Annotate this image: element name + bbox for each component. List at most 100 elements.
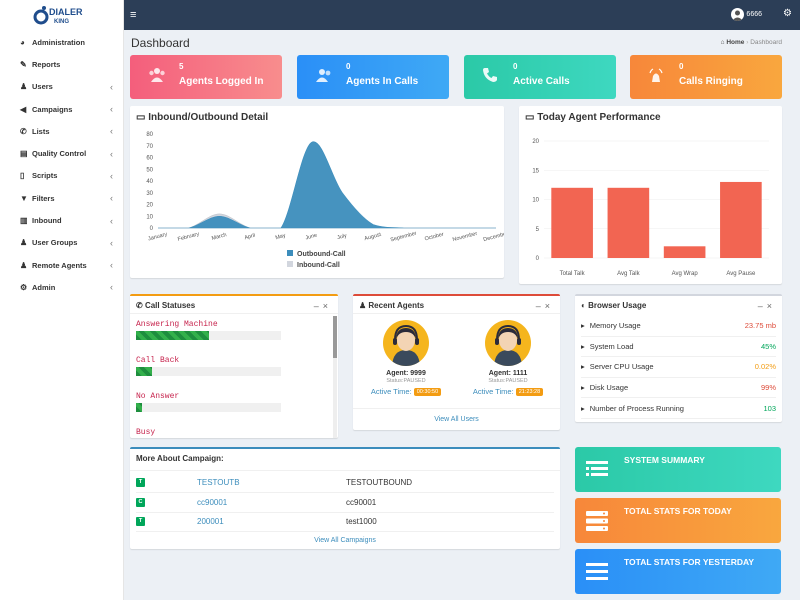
- collapse-icon[interactable]: –: [313, 301, 323, 311]
- collapse-icon[interactable]: –: [535, 301, 545, 311]
- browser-usage-row[interactable]: ▸ Number of Process Running 103: [581, 398, 776, 419]
- sidebar-item-scripts[interactable]: ▯ Scripts ‹: [0, 165, 123, 187]
- browser-usage-title: ◐ Browser Usage: [581, 301, 647, 310]
- settings-cogs-icon[interactable]: ⚙: [783, 8, 792, 19]
- chevron-left-icon: ‹: [110, 193, 113, 204]
- agent-card[interactable]: Agent: 9999 Status:PAUSED Active Time: 0…: [356, 320, 456, 397]
- sidebar-item-reports[interactable]: ✎ Reports: [0, 53, 123, 75]
- legend-swatch: [287, 261, 293, 267]
- sidebar-item-label: Quality Control: [32, 149, 87, 159]
- tile-calls-ringing[interactable]: 0 Calls Ringing: [630, 55, 782, 99]
- sidebar-item-remote-agents[interactable]: ♟ Remote Agents ‹: [0, 254, 123, 276]
- chevron-left-icon: ‹: [110, 104, 113, 115]
- sidebar-item-campaigns[interactable]: ◀ Campaigns ‹: [0, 98, 123, 120]
- close-icon[interactable]: ×: [766, 301, 776, 311]
- campaign-title: More About Campaign:: [136, 454, 224, 463]
- sidebar-item-admin[interactable]: ⚙ Admin ‹: [0, 276, 123, 298]
- user-icon: ♟: [20, 82, 28, 92]
- stats-yesterday-tile[interactable]: TOTAL STATS FOR YESTERDAY: [575, 549, 781, 594]
- chevron-left-icon: ‹: [110, 170, 113, 181]
- collapse-icon[interactable]: –: [757, 301, 767, 311]
- legend-label: Inbound-Call: [297, 262, 340, 269]
- sidebar-item-users[interactable]: ♟ Users ‹: [0, 76, 123, 98]
- outbound-call-area: [158, 141, 496, 229]
- bars-icon: [585, 561, 609, 583]
- inbound-outbound-box: ▭ Inbound/Outbound Detail 0 10 20 30 40 50 60 7…: [130, 106, 504, 278]
- breadcrumb-home[interactable]: Home: [726, 39, 745, 46]
- campaign-link[interactable]: cc90001: [197, 497, 228, 507]
- tile-value: 0: [679, 62, 684, 71]
- system-summary-tile[interactable]: SYSTEM SUMMARY: [575, 447, 781, 492]
- box-tools: –×: [314, 301, 332, 311]
- campaign-tag: T: [136, 517, 145, 526]
- sidebar-item-label: Inbound: [32, 216, 62, 226]
- agent-performance-box: ▭ Today Agent Performance 0 5 10 15 20 Total …: [519, 106, 782, 284]
- agent-avatar-icon: [485, 320, 531, 366]
- campaign-name: TESTOUTBOUND: [346, 478, 413, 487]
- summary-label: TOTAL STATS FOR YESTERDAY: [624, 557, 755, 567]
- ringing-phone-icon: [648, 67, 664, 88]
- sidebar-item-label: Campaigns: [32, 104, 73, 114]
- campaign-tag: C: [136, 497, 145, 507]
- tile-agents-in-calls[interactable]: 0 Agents In Calls: [297, 55, 449, 99]
- call-status-item: Busy: [136, 428, 155, 437]
- home-icon: ⌂: [720, 39, 725, 46]
- sidebar-item-quality-control[interactable]: ▤ Quality Control ‹: [0, 142, 123, 164]
- agent-name: Agent: 9999: [386, 370, 426, 377]
- user-avatar[interactable]: [731, 8, 744, 21]
- user-icon: ♟: [359, 301, 367, 310]
- sidebar-item-filters[interactable]: ▼ Filters ‹: [0, 187, 123, 209]
- stats-today-tile[interactable]: TOTAL STATS FOR TODAY: [575, 498, 781, 543]
- sidebar-item-administration[interactable]: ◕ Administration: [0, 31, 123, 53]
- browser-usage-row[interactable]: ▸ Memory Usage 23.75 mb: [581, 316, 776, 337]
- call-status-progress: [136, 367, 281, 376]
- x-tick-label: August: [364, 232, 383, 242]
- y-tick-label: 60: [146, 156, 153, 162]
- tile-label: Calls Ringing: [679, 76, 743, 87]
- globe-icon: ◐: [581, 301, 586, 310]
- browser-usage-row[interactable]: ▸ Disk Usage 99%: [581, 378, 776, 399]
- list-icon: ▤: [20, 149, 28, 159]
- tile-label: Agents In Calls: [346, 76, 419, 87]
- tile-label: Agents Logged In: [179, 76, 264, 87]
- breadcrumb-current: Dashboard: [750, 39, 782, 46]
- sidebar-item-inbound[interactable]: ▥ Inbound ‹: [0, 209, 123, 231]
- phone-icon: [482, 67, 498, 88]
- close-icon[interactable]: ×: [322, 301, 332, 311]
- x-tick-label: Avg Wrap: [672, 271, 699, 277]
- sidebar-item-lists[interactable]: ✆ Lists ‹: [0, 120, 123, 142]
- sidebar-item-user-groups[interactable]: ♟ User Groups ‹: [0, 232, 123, 254]
- topbar-username[interactable]: 6666: [746, 11, 762, 18]
- cog-icon: ⚙: [20, 282, 28, 292]
- menu-toggle-icon[interactable]: ≡: [130, 9, 137, 21]
- call-status-label: Busy: [136, 428, 156, 437]
- brand-logo[interactable]: DIALER KING: [0, 0, 123, 30]
- view-all-users-link[interactable]: View All Users: [434, 416, 479, 423]
- call-status-progress: [136, 403, 281, 412]
- tile-active-calls[interactable]: 0 Active Calls: [464, 55, 616, 99]
- x-tick-label: March: [211, 232, 227, 242]
- x-tick-label: February: [177, 231, 200, 243]
- caret-right-icon: ▸: [581, 362, 585, 372]
- sidebar-item-label: User Groups: [32, 238, 78, 248]
- agent-card[interactable]: Agent: 1111 Status:PAUSED Active Time: 2…: [458, 320, 558, 397]
- tile-agents-logged-in[interactable]: 5 Agents Logged In: [130, 55, 282, 99]
- svg-text:DIALER: DIALER: [49, 7, 83, 17]
- scrollbar[interactable]: [333, 316, 337, 438]
- chevron-left-icon: ‹: [110, 126, 113, 137]
- sidebar-item-label: Admin: [32, 282, 56, 292]
- bullhorn-icon: ◀: [20, 104, 27, 114]
- campaign-link[interactable]: TESTOUTB: [197, 478, 240, 487]
- bar: [551, 187, 593, 258]
- browser-usage-row[interactable]: ▸ Server CPU Usage 0.02%: [581, 357, 776, 378]
- x-tick-label: May: [275, 233, 287, 242]
- campaign-link[interactable]: 200001: [197, 517, 224, 526]
- desktop-icon: ▭: [525, 112, 535, 123]
- close-icon[interactable]: ×: [544, 301, 554, 311]
- x-tick-label: December: [483, 231, 504, 243]
- x-tick-label: Avg Pause: [726, 271, 756, 277]
- y-tick-label: 80: [146, 132, 153, 138]
- browser-usage-row[interactable]: ▸ System Load 45%: [581, 337, 776, 358]
- view-all-campaigns-link[interactable]: View All Campaigns: [314, 537, 376, 544]
- top-navbar: ≡ 6666 ⚙: [124, 0, 800, 30]
